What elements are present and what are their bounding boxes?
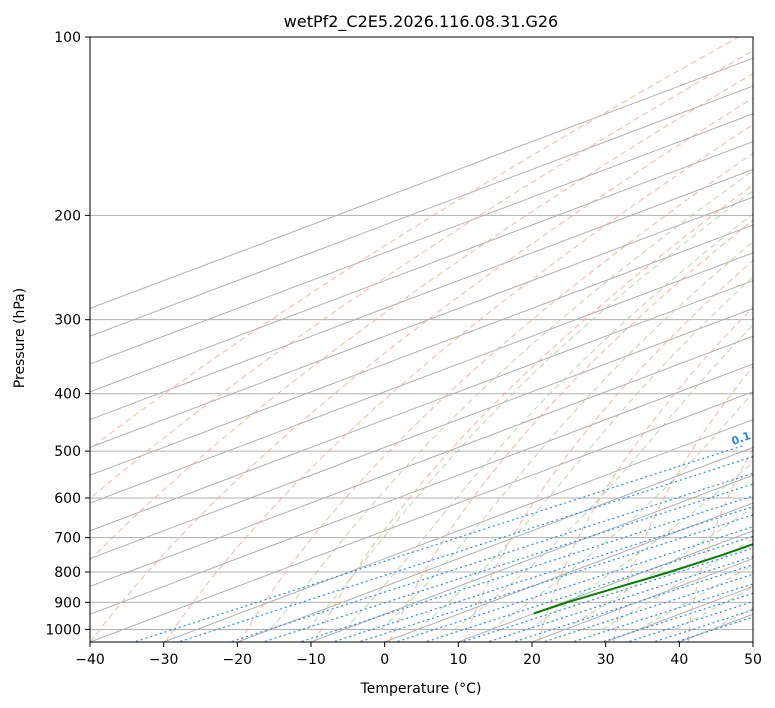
y-tick-label: 400 bbox=[54, 387, 81, 403]
dry-adiabat-line bbox=[314, 184, 753, 642]
moist-adiabat-line bbox=[343, 213, 753, 630]
background-lines bbox=[90, 37, 775, 642]
isotherm-line bbox=[90, 85, 753, 337]
mixing-ratio-line bbox=[229, 472, 753, 642]
x-tick-label: 10 bbox=[449, 652, 467, 668]
x-tick-label: 0 bbox=[380, 652, 389, 668]
y-tick-label: 300 bbox=[54, 313, 81, 329]
plot-frame bbox=[89, 36, 754, 643]
dry-adiabat-line bbox=[164, 123, 753, 642]
dry-adiabat-line bbox=[463, 259, 753, 642]
x-tick-label: −10 bbox=[296, 652, 326, 668]
x-tick-label: −40 bbox=[75, 652, 105, 668]
isotherm-line bbox=[90, 57, 753, 309]
moist-adiabat-line bbox=[307, 190, 753, 630]
y-tick-label: 700 bbox=[54, 531, 81, 547]
temperature-profile-line bbox=[755, 37, 775, 614]
mixing-ratio-line bbox=[675, 616, 753, 642]
isotherm-line bbox=[163, 419, 753, 642]
dry-adiabat-line bbox=[239, 152, 753, 642]
isotherm-line bbox=[90, 363, 753, 615]
isotherm-line bbox=[237, 446, 753, 642]
x-axis-title: Temperature (°C) bbox=[360, 681, 482, 697]
dry-adiabat-line bbox=[763, 37, 775, 642]
mixing-ratio-line bbox=[601, 592, 753, 642]
y-tick-label: 1000 bbox=[45, 622, 81, 638]
isotherm-line bbox=[90, 196, 753, 448]
mixing-ratio-line bbox=[178, 456, 753, 642]
dry-adiabat-line bbox=[388, 219, 753, 642]
isotherm-line bbox=[90, 224, 753, 476]
mixing-ratio-line bbox=[134, 445, 743, 642]
isotherm-line bbox=[384, 502, 753, 642]
mixing-ratio-line bbox=[542, 573, 753, 642]
moist-adiabat-line bbox=[491, 391, 753, 630]
x-tick-label: −20 bbox=[223, 652, 253, 668]
y-axis-title: Pressure (hPa) bbox=[12, 288, 28, 388]
moist-adiabat-line bbox=[601, 538, 753, 630]
isotherm-line bbox=[90, 168, 753, 421]
dry-adiabat-line bbox=[90, 50, 753, 500]
moist-adiabat-line bbox=[565, 506, 753, 630]
isotherm-line bbox=[90, 335, 753, 587]
moist-adiabat-line bbox=[270, 170, 753, 630]
isotherm-line bbox=[752, 641, 753, 642]
isotherm-line bbox=[90, 280, 753, 532]
y-tick-label: 600 bbox=[54, 491, 81, 507]
moist-adiabat-line bbox=[380, 241, 753, 630]
mixing-ratio-line bbox=[653, 609, 753, 642]
moist-adiabat-line bbox=[675, 586, 753, 630]
background-line-labels: 0.10.20.40.611.52346810131620253036-100-… bbox=[730, 429, 775, 448]
isotherm-line bbox=[90, 113, 753, 365]
isotherm-line bbox=[310, 474, 753, 642]
mixing-ratio-line bbox=[424, 535, 753, 642]
background-grid bbox=[90, 37, 753, 642]
dry-adiabat-line bbox=[538, 306, 753, 642]
isotherm-line bbox=[90, 252, 753, 504]
isotherm-line bbox=[679, 613, 753, 642]
isotherm-line bbox=[458, 530, 753, 642]
mixing-ratio-label: 0.1 bbox=[730, 429, 753, 448]
y-tick-label: 200 bbox=[54, 208, 81, 224]
isotherm-line bbox=[605, 585, 753, 642]
x-axis-ticks: −40 −30 −20 −10 0 10 20 30 40 50 bbox=[75, 642, 762, 668]
x-tick-label: 30 bbox=[597, 652, 615, 668]
x-tick-label: 40 bbox=[670, 652, 688, 668]
x-tick-label: 50 bbox=[744, 652, 762, 668]
dry-adiabat-line bbox=[613, 365, 753, 642]
moist-adiabat-line bbox=[528, 461, 753, 630]
dry-adiabat-line bbox=[90, 97, 753, 642]
chart-title: wetPf2_C2E5.2026.116.08.31.G26 bbox=[284, 12, 558, 32]
moist-adiabat-line bbox=[417, 276, 753, 630]
isotherm-line bbox=[90, 141, 753, 393]
moist-adiabat-line bbox=[638, 564, 753, 630]
isotherm-line bbox=[90, 307, 753, 560]
y-tick-label: 100 bbox=[54, 30, 81, 46]
y-tick-label: 500 bbox=[54, 444, 81, 460]
dry-adiabat-line bbox=[687, 447, 753, 642]
dry-adiabat-line bbox=[90, 73, 753, 561]
mixing-ratio-label: 0.2 bbox=[774, 429, 775, 448]
x-tick-label: 20 bbox=[523, 652, 541, 668]
y-tick-label: 800 bbox=[54, 565, 81, 581]
y-axis-ticks: 100 200 300 400 500 600 700 800 900 1000 bbox=[45, 30, 90, 638]
x-tick-label: −30 bbox=[149, 652, 179, 668]
isotherm-line bbox=[90, 391, 753, 642]
y-tick-label: 900 bbox=[54, 595, 81, 611]
